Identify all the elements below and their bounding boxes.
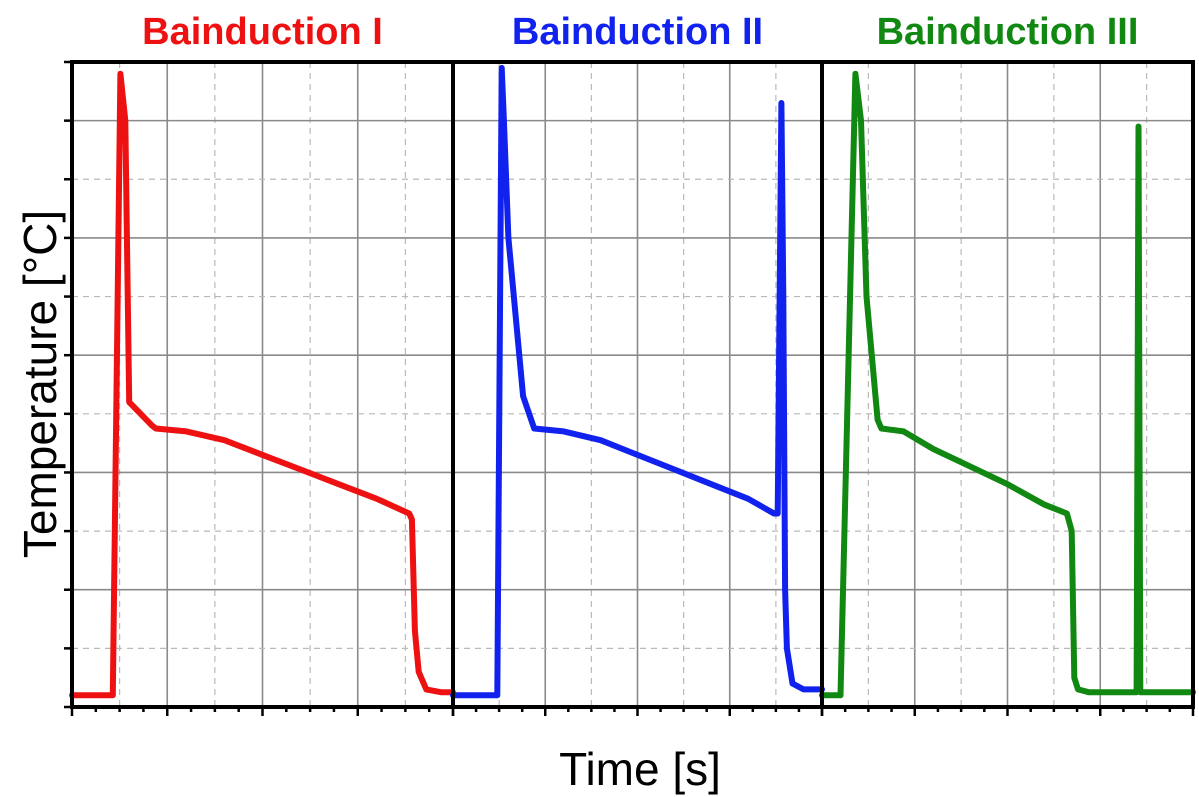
chart-panel-2: Bainduction II [450,11,825,716]
series-line-1 [69,70,456,699]
chart-panels: Bainduction I Bainduction II Bainduction I… [64,11,1196,716]
chart-panel-3: Bainduction III [819,11,1196,716]
panel-frame [820,60,1195,709]
chart-panel-1: Bainduction I [64,11,456,716]
y-axis-label: Temperature [°C] [14,210,66,558]
series-line-3 [819,70,1196,699]
panel-title-2: Bainduction II [512,11,763,53]
series-line-2 [450,64,825,699]
panel-title-3: Bainduction III [877,11,1139,53]
x-axis-label: Time [s] [559,743,721,795]
panel-title-1: Bainduction I [142,11,383,53]
